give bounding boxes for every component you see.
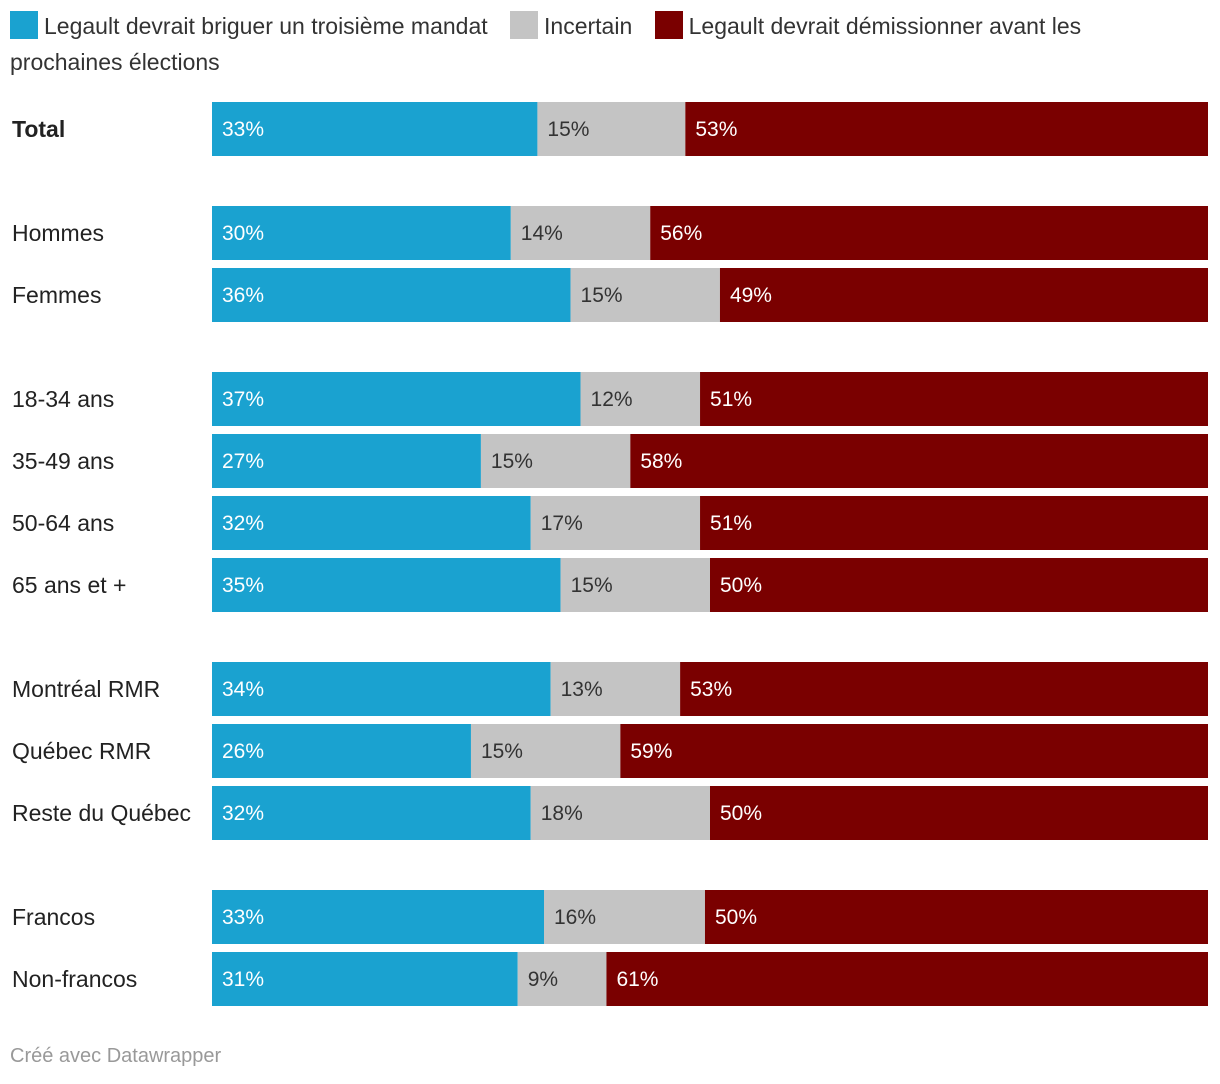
value-label: 51%	[710, 512, 752, 535]
bar-segment	[560, 558, 710, 612]
bar-segment	[680, 662, 1208, 716]
value-label: 58%	[640, 450, 682, 473]
credit-text: Créé avec Datawrapper	[10, 1045, 222, 1067]
value-label: 32%	[222, 802, 264, 825]
bar-segment	[544, 890, 705, 944]
bar-segment	[212, 952, 518, 1006]
bar-segment	[480, 434, 631, 488]
value-label: 33%	[222, 906, 264, 929]
bar-segment	[212, 890, 544, 944]
category-label: 35-49 ans	[12, 448, 114, 474]
legend: Legault devrait briguer un troisième man…	[10, 8, 1190, 80]
bar-segment	[570, 268, 720, 322]
value-label: 33%	[222, 118, 264, 141]
category-label: Total	[12, 116, 65, 142]
bar-segment	[537, 102, 686, 156]
bar-segment	[700, 496, 1208, 550]
bar-segment	[212, 558, 561, 612]
bar-segment	[530, 786, 710, 840]
value-label: 18%	[541, 802, 583, 825]
legend-swatch	[654, 11, 683, 39]
value-label: 16%	[554, 906, 596, 929]
bar-segment	[710, 786, 1208, 840]
bar-segment	[606, 952, 1208, 1006]
bar-segment	[630, 434, 1208, 488]
value-label: 50%	[715, 906, 757, 929]
value-label: 12%	[591, 388, 633, 411]
category-label: Montréal RMR	[12, 676, 160, 702]
category-label: 50-64 ans	[12, 510, 114, 536]
category-label: Francos	[12, 904, 95, 930]
value-label: 34%	[222, 678, 264, 701]
value-label: 31%	[222, 968, 264, 991]
bar-segment	[580, 372, 701, 426]
bar-segment	[517, 952, 607, 1006]
value-label: 49%	[730, 284, 772, 307]
value-label: 13%	[561, 678, 603, 701]
bar-segment	[212, 206, 511, 260]
value-label: 15%	[581, 284, 623, 307]
legend-swatch	[10, 11, 38, 39]
value-label: 27%	[222, 450, 264, 473]
bar-segment	[212, 786, 531, 840]
value-label: 15%	[481, 740, 523, 763]
bar-segment	[710, 558, 1208, 612]
bar-segment	[620, 724, 1208, 778]
value-label: 51%	[710, 388, 752, 411]
legend-item: Incertain	[510, 11, 633, 39]
value-label: 59%	[630, 740, 672, 763]
value-label: 35%	[222, 574, 264, 597]
value-label: 50%	[720, 802, 762, 825]
legend-item: Legault devrait démissionner avant les p…	[10, 11, 1082, 75]
bar-segment	[550, 662, 681, 716]
legend-label: Legault devrait démissionner avant les p…	[10, 13, 1082, 75]
legend-label: Legault devrait briguer un troisième man…	[44, 13, 488, 39]
category-label: Femmes	[12, 282, 101, 308]
bar-segment	[470, 724, 621, 778]
bar-segment	[719, 268, 1208, 322]
value-label: 53%	[690, 678, 732, 701]
bar-segment	[510, 206, 651, 260]
legend-swatch	[510, 11, 539, 39]
value-label: 36%	[222, 284, 264, 307]
bar-segment	[530, 496, 701, 550]
value-label: 50%	[720, 574, 762, 597]
category-label: 18-34 ans	[12, 386, 114, 412]
value-label: 15%	[571, 574, 613, 597]
bar-segment	[685, 102, 1208, 156]
value-label: 26%	[222, 740, 264, 763]
bar-segment	[650, 206, 1208, 260]
bar-segment	[212, 724, 471, 778]
legend-item: Legault devrait briguer un troisième man…	[10, 11, 488, 39]
value-label: 17%	[541, 512, 583, 535]
category-label: Québec RMR	[12, 738, 151, 764]
value-label: 9%	[528, 968, 558, 991]
category-label: 65 ans et +	[12, 572, 126, 598]
bar-segment	[212, 496, 531, 550]
value-label: 56%	[660, 222, 702, 245]
bar-segment	[704, 890, 1208, 944]
bar-segment	[212, 372, 581, 426]
category-label: Reste du Québec	[12, 800, 191, 826]
value-label: 53%	[695, 118, 737, 141]
value-label: 30%	[222, 222, 264, 245]
bar-segment	[212, 102, 538, 156]
legend-label: Incertain	[544, 13, 633, 39]
value-label: 14%	[521, 222, 563, 245]
bar-segment	[700, 372, 1208, 426]
value-label: 32%	[222, 512, 264, 535]
bar-segment	[212, 434, 481, 488]
value-label: 37%	[222, 388, 264, 411]
bar-segment	[212, 268, 571, 322]
value-label: 61%	[616, 968, 658, 991]
value-label: 15%	[547, 118, 589, 141]
category-label: Non-francos	[12, 966, 137, 992]
value-label: 15%	[491, 450, 533, 473]
category-label: Hommes	[12, 220, 104, 246]
bar-segment	[212, 662, 551, 716]
